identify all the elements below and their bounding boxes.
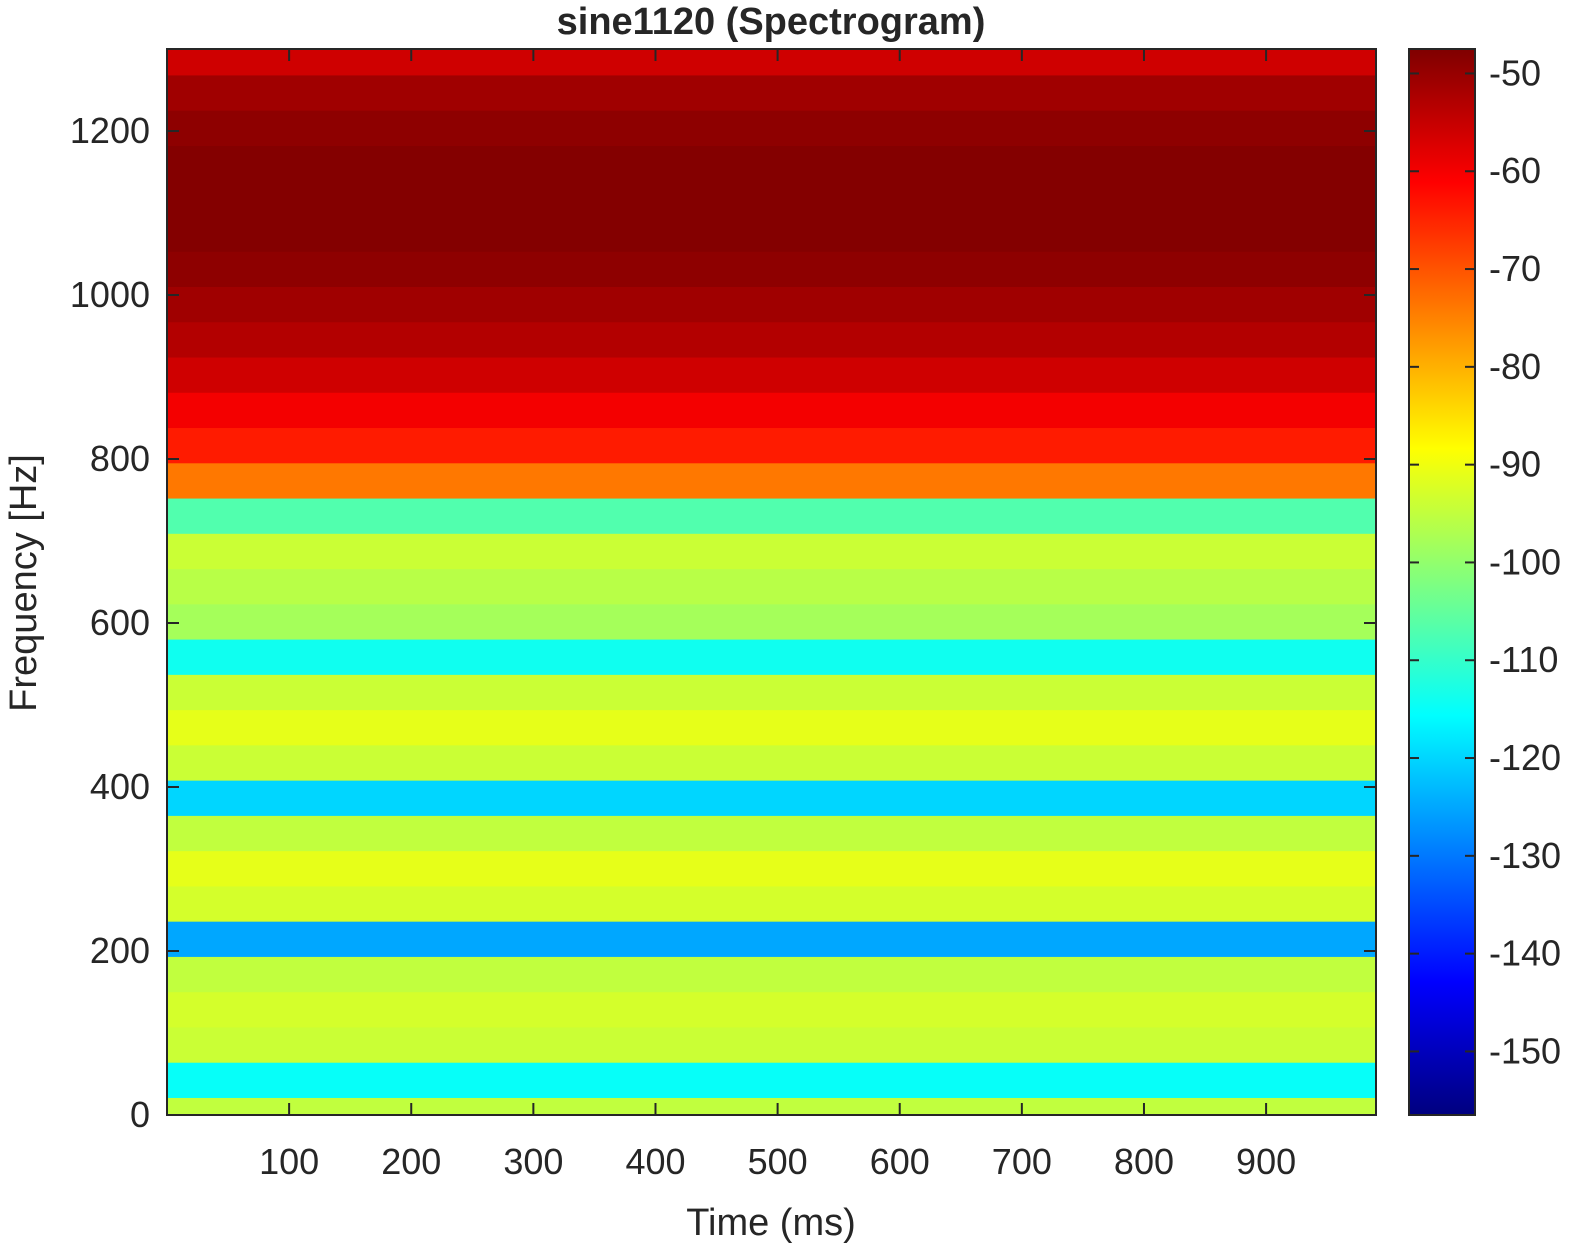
heatmap-cell bbox=[167, 1097, 1376, 1116]
heatmap-cell bbox=[167, 780, 1376, 816]
colorbar-tick-label: -100 bbox=[1489, 541, 1561, 582]
colorbar-ticks: -50 -60 -70 -80 -90 -100 -110 -120 -130 -140 -150 bbox=[1409, 52, 1561, 1071]
colorbar-tick-label: -120 bbox=[1489, 737, 1561, 778]
heatmap-cell bbox=[167, 815, 1376, 852]
x-tick-label: 500 bbox=[748, 1141, 808, 1182]
heatmap-cell bbox=[167, 709, 1376, 746]
y-tick-label: 800 bbox=[90, 438, 150, 479]
colorbar-tick-label: -60 bbox=[1489, 150, 1541, 191]
y-tick-label: 1000 bbox=[70, 274, 150, 315]
y-axis-label: Frequency [Hz] bbox=[3, 454, 45, 712]
heatmap-cell bbox=[167, 251, 1376, 287]
heatmap-cell bbox=[167, 321, 1376, 358]
heatmap-cell bbox=[167, 603, 1376, 640]
x-axis-ticks: 100 200 300 400 500 600 700 800 900 bbox=[259, 49, 1296, 1182]
heatmap-cell bbox=[167, 215, 1376, 252]
colorbar-tick-label: -90 bbox=[1489, 444, 1541, 485]
x-tick-label: 300 bbox=[503, 1141, 563, 1182]
y-tick-label: 1200 bbox=[70, 110, 150, 151]
y-tick-label: 400 bbox=[90, 766, 150, 807]
heatmap-cells bbox=[167, 49, 1376, 1116]
x-tick-label: 700 bbox=[992, 1141, 1052, 1182]
colorbar-tick-label: -70 bbox=[1489, 248, 1541, 289]
heatmap-cell bbox=[167, 921, 1376, 957]
heatmap-cell bbox=[167, 286, 1376, 323]
colorbar-tick-label: -130 bbox=[1489, 835, 1561, 876]
colorbar-tick-label: -50 bbox=[1489, 52, 1541, 93]
x-axis-label: Time (ms) bbox=[686, 1202, 856, 1244]
heatmap-cell bbox=[167, 392, 1376, 429]
heatmap-cell bbox=[167, 74, 1376, 111]
colorbar bbox=[1408, 48, 1476, 1116]
heatmap-cell bbox=[167, 180, 1376, 217]
heatmap-cell bbox=[167, 638, 1376, 675]
heatmap-cell bbox=[167, 533, 1376, 570]
colorbar-tick-label: -140 bbox=[1489, 933, 1561, 974]
colorbar-tick-label: -110 bbox=[1489, 639, 1558, 680]
x-tick-label: 900 bbox=[1236, 1141, 1296, 1182]
heatmap-cell bbox=[167, 1026, 1376, 1063]
heatmap-cell bbox=[167, 427, 1376, 464]
heatmap-cell bbox=[167, 991, 1376, 1028]
x-tick-label: 800 bbox=[1114, 1141, 1174, 1182]
y-tick-label: 0 bbox=[130, 1094, 150, 1135]
heatmap-cell bbox=[167, 462, 1376, 499]
y-tick-label: 200 bbox=[90, 930, 150, 971]
x-tick-label: 400 bbox=[625, 1141, 685, 1182]
heatmap-cell bbox=[167, 1062, 1376, 1098]
heatmap-cell bbox=[167, 956, 1376, 993]
heatmap-cell bbox=[167, 850, 1376, 887]
heatmap-cell bbox=[167, 356, 1376, 393]
y-tick-label: 600 bbox=[90, 602, 150, 643]
x-tick-label: 600 bbox=[870, 1141, 930, 1182]
colorbar-tick-label: -150 bbox=[1489, 1030, 1561, 1071]
heatmap-cell bbox=[167, 497, 1376, 534]
heatmap-cell bbox=[167, 110, 1376, 146]
heatmap-cell bbox=[167, 568, 1376, 605]
heatmap-cell bbox=[167, 674, 1376, 711]
heatmap-cell bbox=[167, 744, 1376, 781]
chart-title: sine1120 (Spectrogram) bbox=[557, 1, 986, 43]
x-tick-label: 200 bbox=[381, 1141, 441, 1182]
colorbar-tick-label: -80 bbox=[1489, 346, 1541, 387]
heatmap-cell bbox=[167, 885, 1376, 922]
plot-frame bbox=[166, 48, 1377, 1116]
x-tick-label: 100 bbox=[259, 1141, 319, 1182]
y-axis-ticks: 0 200 400 600 800 1000 1200 bbox=[70, 110, 1376, 1135]
heatmap-cell bbox=[167, 49, 1376, 76]
heatmap-cell bbox=[167, 145, 1376, 182]
